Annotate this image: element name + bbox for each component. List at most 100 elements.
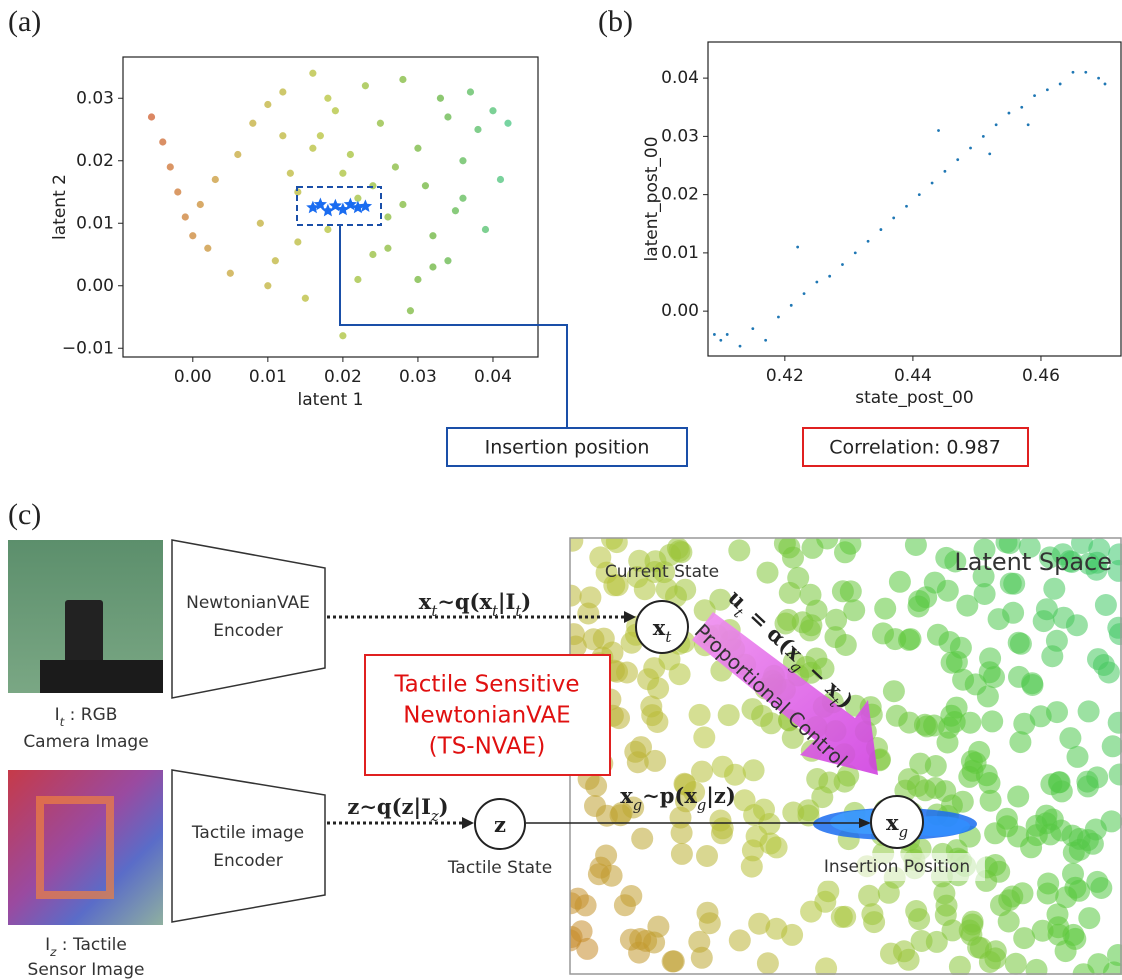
point [321, 203, 335, 217]
point [351, 200, 365, 214]
latent-dot [815, 957, 838, 975]
point [354, 194, 362, 202]
latent-dot [972, 565, 995, 588]
latent-dot [805, 647, 828, 670]
point [421, 182, 430, 190]
node [635, 600, 689, 654]
latent-dot [688, 703, 711, 726]
point [1097, 76, 1100, 80]
latent-dot [1029, 705, 1052, 728]
latent-dot [647, 677, 670, 700]
latent-dot [923, 571, 946, 594]
node-caption: Tactile State [447, 858, 552, 878]
point [414, 275, 422, 284]
latent-dot [576, 937, 599, 960]
encoder-label: Encoder [213, 851, 283, 871]
formula-part: |I [498, 589, 515, 614]
point [399, 200, 407, 209]
latent-dot [782, 546, 804, 569]
point [1007, 111, 1011, 115]
latent-dot [934, 780, 957, 803]
latent-dot [728, 929, 751, 952]
point [1071, 70, 1075, 74]
latent-dot [758, 813, 781, 835]
caption-backdrop [810, 853, 985, 881]
arrow-head [462, 817, 474, 829]
point [994, 123, 998, 127]
latent-dot [1062, 862, 1084, 885]
formula-part: x [653, 615, 666, 640]
caption: Iz : Tactile [45, 935, 127, 959]
latent-dot [633, 578, 656, 601]
latent-dot [1050, 819, 1073, 842]
latent-dot [756, 952, 779, 975]
formula: z∼q(z|Iz) [347, 794, 448, 825]
encoder-label: NewtonianVAE [186, 593, 310, 613]
formula-part: g [899, 824, 908, 841]
point [324, 225, 332, 234]
caption: Camera Image [23, 732, 148, 752]
latent-dot [959, 711, 982, 734]
latent-dot [831, 580, 854, 603]
latent-dot [711, 755, 734, 778]
latent-dot [570, 920, 593, 943]
latent-dot [1107, 711, 1122, 734]
latent-dot [1007, 631, 1030, 654]
point [796, 245, 800, 249]
latent-dot [888, 570, 911, 593]
latent-dot [570, 887, 589, 910]
latent-dot [1025, 958, 1048, 975]
y-tick-label: 0.03 [76, 88, 114, 108]
formula-part: t [492, 603, 498, 620]
caption: Sensor Image [28, 960, 145, 980]
latent-dot [1038, 546, 1061, 569]
point [988, 152, 992, 156]
point [815, 280, 819, 284]
point [751, 327, 755, 331]
latent-dot [782, 801, 805, 824]
formula: xg∼p(xg|z) [620, 783, 736, 814]
latent-dot [1007, 785, 1030, 808]
latent-dot [1086, 870, 1109, 893]
latent-dot [781, 726, 804, 749]
latent-dot [882, 680, 905, 703]
latent-dot [995, 807, 1018, 830]
latent-dot [905, 900, 928, 922]
arrow-head [624, 611, 636, 623]
point [504, 119, 512, 127]
latent-dot [814, 890, 837, 913]
formula-part: z∼q(z|I [347, 794, 431, 819]
latent-dot [885, 704, 908, 727]
latent-dot [910, 930, 933, 952]
panel-label: (a) [8, 5, 41, 38]
latent-dot [926, 623, 949, 646]
latent-dot [880, 942, 902, 965]
point [391, 163, 400, 171]
latent-dot [1077, 700, 1100, 723]
formula-part: I [45, 935, 50, 955]
latent-dot [1107, 616, 1122, 639]
point [1026, 123, 1030, 127]
point [937, 129, 940, 132]
formula-part: t [665, 629, 671, 646]
latent-dot [825, 608, 848, 631]
chart-b: 0.42 0.44 0.46 0.00 0.01 0.02 0.03 0.04 state_po… [642, 41, 1122, 408]
point [339, 332, 347, 340]
point [174, 188, 182, 196]
latent-dot [629, 928, 652, 950]
latent-dot [1046, 903, 1069, 926]
point [969, 146, 972, 150]
arrow-head [859, 818, 871, 828]
latent-dot [1097, 661, 1120, 684]
point [306, 200, 320, 214]
latent-dot [1031, 919, 1054, 942]
point [354, 275, 362, 284]
tactile-imprint [36, 796, 114, 899]
point [866, 239, 870, 243]
point [879, 228, 883, 231]
point [406, 307, 415, 315]
latent-dot [1041, 645, 1064, 668]
caption: It : RGB [55, 705, 118, 729]
x-axis-label: latent 1 [298, 390, 364, 410]
y-tick-label: 0.00 [76, 276, 114, 296]
